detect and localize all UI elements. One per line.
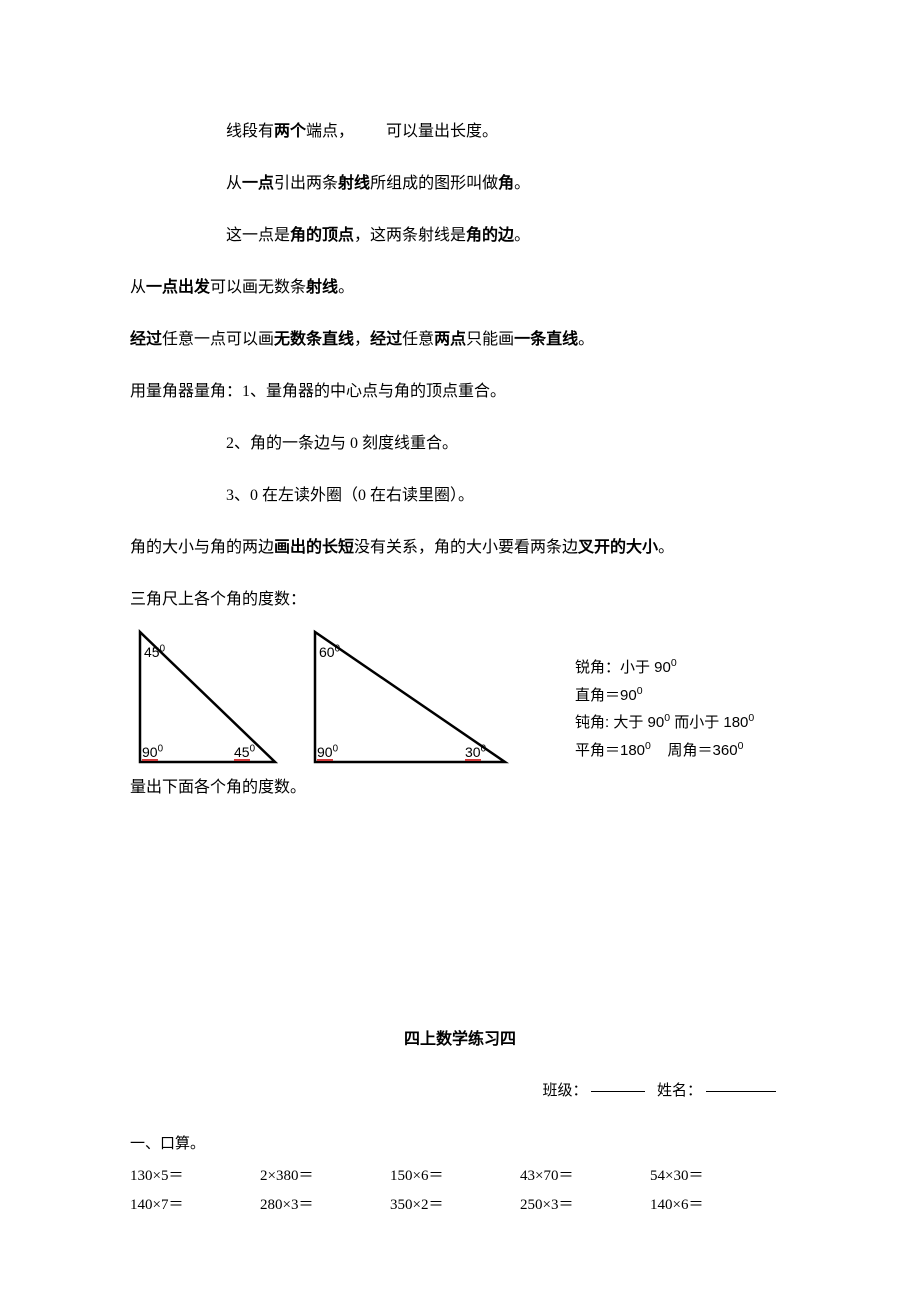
triangle-angle-label: 600: [319, 642, 340, 663]
text-bold: 角的顶点: [290, 227, 354, 244]
text: 从: [226, 175, 242, 192]
triangle-angle-label: 900: [317, 742, 338, 763]
text: 角的大小与角的两边: [130, 539, 274, 556]
line-1: 线段有两个端点， 可以量出长度。: [226, 120, 790, 144]
text: 线段有: [226, 123, 274, 140]
angle-obtuse: 钝角: 大于 900 而小于 1800: [575, 711, 754, 735]
name-label: 姓名：: [657, 1083, 702, 1099]
text-bold: 角: [498, 175, 514, 192]
text-bold: 经过: [370, 331, 402, 348]
text: 。: [338, 279, 354, 296]
angle-right: 直角＝900: [575, 684, 754, 708]
triangle-45-45-90: 450 900 450: [130, 622, 285, 770]
section-1-label: 一、口算。: [130, 1133, 790, 1156]
text-bold: 射线: [338, 175, 370, 192]
text: 。: [514, 227, 530, 244]
calc-cell: 250×3＝: [520, 1194, 650, 1217]
text: 可以量出长度。: [386, 123, 498, 140]
text: 。: [658, 539, 674, 556]
text-bold: 叉开的大小: [578, 539, 658, 556]
angle-straight-full: 平角＝1800 周角＝3600: [575, 739, 754, 763]
text-bold: 一点: [242, 175, 274, 192]
angle-acute: 锐角：小于 900: [575, 656, 754, 680]
text: 这一点是: [226, 227, 290, 244]
text-bold: 无数条直线: [274, 331, 354, 348]
line-4: 从一点出发可以画无数条射线。: [130, 276, 790, 300]
class-name-line: 班级： 姓名：: [130, 1080, 790, 1103]
line-10: 三角尺上各个角的度数：: [130, 588, 790, 612]
calc-cell: 43×70＝: [520, 1165, 650, 1188]
line-8: 3、0 在左读外圈（0 在右读里圈）。: [226, 484, 790, 508]
text: 没有关系，角的大小要看两条边: [354, 539, 578, 556]
text-bold: 射线: [306, 279, 338, 296]
text-bold: 一条直线: [514, 331, 578, 348]
text: 。: [514, 175, 530, 192]
triangle-angle-label: 450: [144, 642, 165, 663]
text: 可以画无数条: [210, 279, 306, 296]
text: ，这两条射线是: [354, 227, 466, 244]
text: 任意: [402, 331, 434, 348]
line-5: 经过任意一点可以画无数条直线，经过任意两点只能画一条直线。: [130, 328, 790, 352]
line-6: 用量角器量角：1、量角器的中心点与角的顶点重合。: [130, 380, 790, 404]
calc-cell: 150×6＝: [390, 1165, 520, 1188]
text-bold: 角的边: [466, 227, 514, 244]
text: 引出两条: [274, 175, 338, 192]
text: 。: [578, 331, 594, 348]
text: ，: [354, 331, 370, 348]
text: 从: [130, 279, 146, 296]
triangle-30-60-90: 600 900 300: [305, 622, 515, 770]
calc-cell: 350×2＝: [390, 1194, 520, 1217]
exercise-title: 四上数学练习四: [130, 1028, 790, 1052]
triangle-angle-label: 300: [465, 742, 486, 763]
text-bold: 一点出发: [146, 279, 210, 296]
text-bold: 画出的长短: [274, 539, 354, 556]
triangle-angle-label: 450: [234, 742, 255, 763]
triangle-figure-row: 450 900 450 600 900 300 锐角：小于 900 直角＝900 钝角:…: [130, 622, 790, 770]
text-bold: 经过: [130, 331, 162, 348]
line-9: 角的大小与角的两边画出的长短没有关系，角的大小要看两条边叉开的大小。: [130, 536, 790, 560]
text: 任意一点可以画: [162, 331, 274, 348]
line-3: 这一点是角的顶点，这两条射线是角的边。: [226, 224, 790, 248]
triangle-angle-label: 900: [142, 742, 163, 763]
text-bold: 两个: [274, 123, 306, 140]
text: 端点，: [306, 123, 354, 140]
calc-cell: 140×7＝: [130, 1194, 260, 1217]
angle-type-list: 锐角：小于 900 直角＝900 钝角: 大于 900 而小于 1800 平角＝…: [575, 656, 754, 770]
calc-table: 130×5＝2×380＝150×6＝43×70＝54×30＝ 140×7＝280×…: [130, 1165, 790, 1216]
class-blank: [591, 1091, 645, 1092]
calc-cell: 280×3＝: [260, 1194, 390, 1217]
calc-cell: 54×30＝: [650, 1165, 780, 1188]
calc-cell: 130×5＝: [130, 1165, 260, 1188]
blank-workspace: [130, 828, 790, 1028]
line-7: 2、角的一条边与 0 刻度线重合。: [226, 432, 790, 456]
calc-cell: 2×380＝: [260, 1165, 390, 1188]
calc-cell: 140×6＝: [650, 1194, 780, 1217]
name-blank: [706, 1091, 776, 1092]
text-bold: 两点: [434, 331, 466, 348]
line-2: 从一点引出两条射线所组成的图形叫做角。: [226, 172, 790, 196]
text: 所组成的图形叫做: [370, 175, 498, 192]
class-label: 班级：: [542, 1083, 587, 1099]
line-11: 量出下面各个角的度数。: [130, 776, 790, 800]
text: 只能画: [466, 331, 514, 348]
calc-row: 140×7＝280×3＝350×2＝250×3＝140×6＝: [130, 1194, 790, 1217]
calc-row: 130×5＝2×380＝150×6＝43×70＝54×30＝: [130, 1165, 790, 1188]
